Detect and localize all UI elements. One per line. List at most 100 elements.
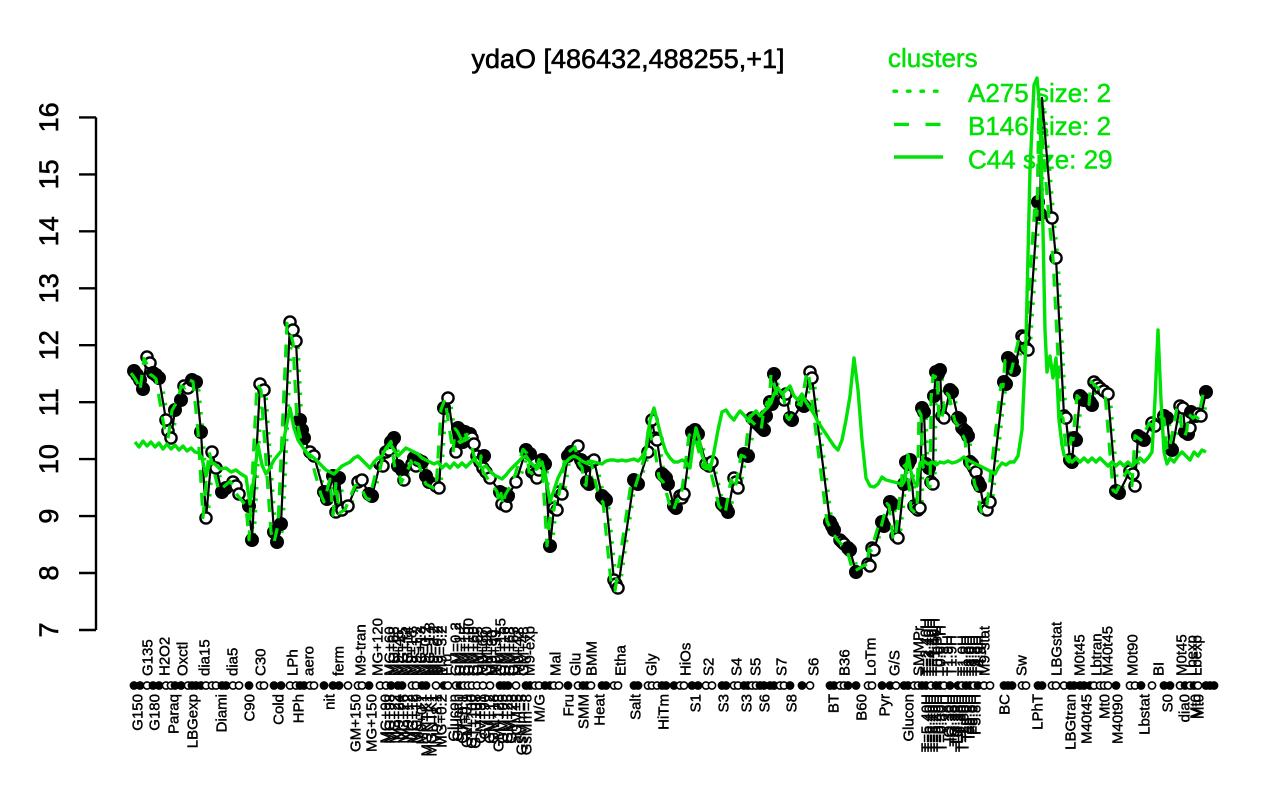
svg-text:M9=2.2: M9=2.2	[426, 626, 443, 676]
svg-text:G135: G135	[140, 639, 157, 676]
svg-text:GM+95: GM+95	[495, 694, 512, 744]
svg-text:Salt: Salt	[628, 693, 645, 720]
svg-text:Fru: Fru	[439, 654, 456, 677]
svg-text:GM+48: GM+48	[516, 626, 533, 676]
svg-text:M40t45: M40t45	[1079, 694, 1096, 744]
svg-text:G7=0.1: G7=0.1	[455, 694, 472, 744]
svg-text:B36: B36	[837, 649, 854, 676]
svg-text:T=4.40H: T=4.40H	[924, 618, 941, 676]
svg-text:ferm: ferm	[331, 646, 348, 676]
svg-text:BI: BI	[1151, 662, 1168, 676]
svg-text:13: 13	[34, 273, 64, 303]
svg-text:11: 11	[34, 388, 64, 416]
svg-text:IQ.38H: IQ.38H	[944, 694, 961, 742]
svg-text:T0.0PH: T0.0PH	[930, 625, 947, 676]
svg-text:MG+150: MG+150	[364, 694, 381, 752]
svg-text:T3.8H: T3.8H	[967, 635, 984, 676]
svg-text:S6: S6	[757, 694, 774, 712]
svg-text:Etha: Etha	[613, 644, 630, 676]
svg-text:MG+98: MG+98	[382, 694, 399, 744]
svg-text:T1.9H: T1.9H	[940, 635, 957, 676]
svg-text:G7+90: G7+90	[477, 694, 494, 739]
svg-text:GM+91: GM+91	[473, 694, 490, 744]
svg-text:T=2.80H: T=2.80H	[956, 694, 973, 752]
svg-text:S0: S0	[1160, 694, 1177, 712]
svg-text:M9=0.2: M9=0.2	[418, 626, 435, 676]
svg-text:S4: S4	[729, 658, 746, 676]
svg-text:GM+12: GM+12	[482, 694, 499, 744]
svg-text:12: 12	[34, 330, 64, 360]
svg-text:GM+18: GM+18	[486, 694, 503, 744]
svg-text:T4.0H: T4.0H	[970, 635, 987, 676]
svg-text:Mt0: Mt0	[1188, 694, 1205, 719]
svg-text:M9-tran: M9-tran	[353, 624, 370, 676]
svg-text:Gly: Gly	[644, 653, 661, 676]
svg-text:TQ.38H: TQ.38H	[950, 694, 967, 747]
svg-text:MG+68: MG+68	[386, 626, 403, 676]
svg-text:GM+15: GM+15	[457, 626, 474, 676]
svg-text:GM+150: GM+150	[348, 694, 365, 752]
svg-text:16: 16	[34, 102, 64, 132]
svg-text:Diami: Diami	[214, 694, 231, 732]
svg-text:G180: G180	[147, 694, 164, 731]
svg-text:HPh: HPh	[291, 694, 308, 723]
svg-text:Mt0: Mt0	[1191, 694, 1208, 719]
svg-text:M40t90: M40t90	[1110, 694, 1127, 744]
svg-text:GM+90: GM+90	[479, 626, 496, 676]
svg-text:SMM: SMM	[576, 694, 593, 729]
svg-text:T2.0H: T2.0H	[961, 635, 978, 676]
svg-text:9: 9	[34, 509, 64, 524]
svg-text:T0.6PH: T0.6PH	[933, 625, 950, 676]
svg-text:ydaO [486432,488255,+1]: ydaO [486432,488255,+1]	[471, 44, 784, 74]
svg-text:GM+28: GM+28	[504, 694, 521, 744]
svg-text:M9+42: M9+42	[511, 630, 528, 676]
svg-text:MG+12: MG+12	[405, 694, 422, 744]
svg-text:Sw: Sw	[1014, 655, 1031, 676]
svg-text:GsMm=5: GsMm=5	[514, 694, 531, 755]
svg-text:M0t45: M0t45	[1174, 634, 1191, 676]
svg-text:C30: C30	[253, 648, 270, 676]
svg-text:T=3.40H: T=3.40H	[921, 618, 938, 676]
svg-text:M9=8.1: M9=8.1	[429, 694, 446, 744]
svg-text:MG+120: MG+120	[370, 618, 387, 676]
svg-text:MGNTK1: MGNTK1	[419, 694, 436, 757]
svg-text:GM+63: GM+63	[506, 626, 523, 676]
svg-text:M9+18: M9+18	[404, 630, 421, 676]
svg-text:dia0: dia0	[1177, 694, 1194, 722]
svg-text:Mt0: Mt0	[1097, 694, 1114, 719]
svg-text:S2: S2	[701, 658, 718, 676]
svg-text:GM+128: GM+128	[491, 694, 508, 752]
svg-text:Lbexp: Lbexp	[1184, 635, 1201, 676]
svg-text:M9+0.1: M9+0.1	[414, 694, 431, 744]
svg-text:MG+14: MG+14	[400, 626, 417, 676]
svg-text:dia15: dia15	[197, 639, 214, 676]
svg-text:Ta5.0H: Ta5.0H	[959, 694, 976, 742]
svg-text:G/S: G/S	[887, 650, 904, 676]
svg-text:M9=3.2: M9=3.2	[434, 626, 451, 676]
svg-text:Ta5.8H: Ta5.8H	[962, 694, 979, 742]
svg-text:T=6.40H: T=6.40H	[922, 694, 939, 752]
svg-text:F5.0H: F5.0H	[965, 694, 982, 735]
svg-text:M40t45: M40t45	[1100, 626, 1117, 676]
svg-text:MG+45: MG+45	[395, 626, 412, 676]
svg-text:IQ.30H: IQ.30H	[941, 694, 958, 742]
svg-text:MG+13: MG+13	[413, 626, 430, 676]
svg-text:M9=0.2: M9=0.2	[430, 626, 447, 676]
svg-text:T=8.40H: T=8.40H	[925, 694, 942, 752]
svg-text:S3: S3	[716, 694, 733, 712]
svg-text:T=2.40H: T=2.40H	[918, 618, 935, 676]
svg-text:LPhT: LPhT	[1030, 694, 1047, 730]
svg-text:Cold: Cold	[271, 694, 288, 725]
svg-text:MG+26: MG+26	[396, 694, 413, 744]
svg-text:Mal: Mal	[548, 652, 565, 676]
svg-text:T=0.40H: T=0.40H	[931, 694, 948, 752]
svg-text:M9=1.2: M9=1.2	[409, 626, 426, 676]
svg-text:Heat: Heat	[592, 693, 609, 726]
svg-text:T4.8H: T4.8H	[973, 635, 990, 676]
svg-text:SMMPr: SMMPr	[911, 626, 928, 676]
svg-text:T=9.40H: T=9.40H	[928, 694, 945, 752]
svg-text:H2O2: H2O2	[157, 637, 174, 676]
svg-text:8: 8	[34, 565, 64, 580]
svg-text:LBGstat: LBGstat	[1049, 621, 1066, 676]
svg-text:MG+22: MG+22	[387, 694, 404, 744]
